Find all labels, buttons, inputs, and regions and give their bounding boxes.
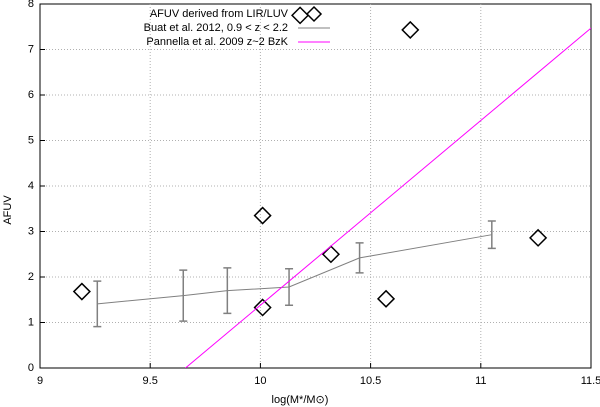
y-tick-label: 7: [28, 43, 34, 55]
y-tick-label: 6: [28, 89, 34, 101]
data-point: [72, 282, 91, 301]
error-bar: [487, 220, 496, 250]
legend-label: Pannella et al. 2009 z~2 BzK: [146, 36, 288, 48]
y-tick-label: 4: [28, 180, 34, 192]
error-bar: [285, 268, 294, 306]
trend-line: [185, 27, 591, 368]
legend-swatch: [305, 5, 323, 23]
y-tick-label: 0: [28, 362, 34, 374]
error-bar: [355, 242, 364, 274]
x-tick-label: 10.5: [360, 375, 381, 387]
y-tick-label: 2: [28, 271, 34, 283]
y-tick-label: 3: [28, 225, 34, 237]
y-axis-label: AFUV: [2, 195, 14, 225]
y-tick-label: 1: [28, 316, 34, 328]
data-point: [401, 20, 420, 39]
y-tick-label: 5: [28, 134, 34, 146]
x-tick-label: 9: [37, 375, 43, 387]
data-point: [529, 228, 548, 247]
data-point: [291, 6, 310, 25]
error-bar: [179, 269, 188, 322]
x-tick-label: 10: [254, 375, 266, 387]
x-tick-label: 11: [475, 375, 486, 387]
error-bar: [93, 280, 102, 328]
legend-label: Buat et al. 2012, 0.9 < z < 2.2: [144, 22, 288, 34]
legend-label: AFUV derived from LIR/LUV: [150, 8, 289, 20]
error-bar: [223, 267, 232, 315]
y-tick-label: 8: [28, 0, 34, 10]
data-point: [321, 245, 340, 264]
x-tick-label: 11.5: [581, 375, 600, 387]
x-tick-label: 9.5: [143, 375, 158, 387]
data-point: [376, 289, 396, 308]
data-point: [253, 206, 272, 225]
trend-line: [97, 234, 492, 305]
x-axis-label: log(M*/M⊙): [272, 394, 329, 406]
data-point: [253, 298, 272, 317]
